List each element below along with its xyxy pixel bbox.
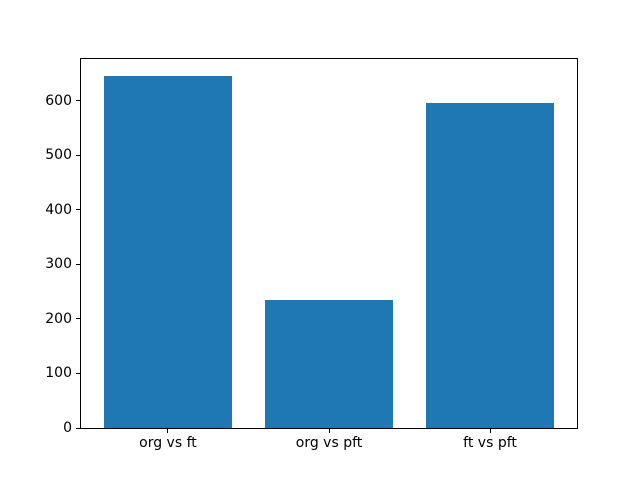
y-axis-tick-mark [76,209,80,211]
y-axis-tick-mark [76,318,80,320]
y-axis-tick-label: 400 [45,201,72,218]
bar-org-vs-ft [103,76,233,428]
y-axis-tick-label: 500 [45,147,72,164]
y-axis-tick-mark [76,427,80,429]
bar-ft-vs-pft [425,102,555,428]
y-axis-tick-mark [76,372,80,374]
x-axis-category-label: org vs ft [139,435,197,451]
plot-area: 0 100 200 300 400 500 600 org vs ft org vs pft ft… [45,58,578,450]
x-axis-tick-mark [489,429,491,433]
y-axis-tick-label: 300 [45,256,72,273]
y-axis-tick-label: 0 [63,420,72,436]
y-axis-tick-mark [76,100,80,102]
x-axis-tick-mark [167,429,169,433]
bar-org-vs-pft [264,300,394,428]
x-axis-category-label: ft vs pft [463,435,517,451]
x-axis-category-label: org vs pft [295,435,363,451]
y-axis-tick-mark [76,263,80,265]
y-axis-tick-mark [76,154,80,156]
y-axis-tick-label: 100 [45,365,72,382]
y-axis-tick-label: 200 [45,310,72,327]
y-axis-tick-label: 600 [45,92,72,109]
x-axis-tick-mark [328,429,330,433]
